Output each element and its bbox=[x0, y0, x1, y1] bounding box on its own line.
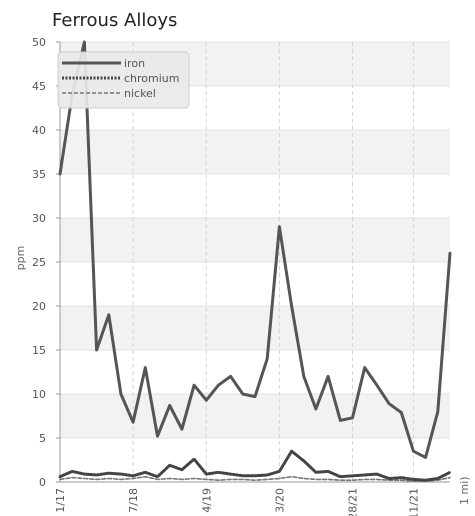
y-axis: 0 5 10 15 20 25 30 35 40 45 50 bbox=[32, 36, 61, 489]
grid-band bbox=[60, 174, 450, 218]
y-tick-label: 30 bbox=[32, 212, 46, 225]
y-tick-label: 20 bbox=[32, 300, 46, 313]
y-tick-label: 25 bbox=[32, 256, 46, 269]
legend-label-nickel: nickel bbox=[124, 87, 156, 100]
series-line-nickel bbox=[59, 475, 451, 482]
legend: iron chromium nickel bbox=[57, 51, 190, 109]
grid-band bbox=[60, 350, 450, 394]
grid-band bbox=[60, 394, 450, 438]
x-tick-label: 4/19 bbox=[200, 488, 213, 513]
y-tick-label: 50 bbox=[32, 36, 46, 49]
y-tick-label: 15 bbox=[32, 344, 46, 357]
y-tick-label: 5 bbox=[39, 432, 46, 445]
grid-band bbox=[60, 262, 450, 306]
legend-label-chromium: chromium bbox=[124, 72, 180, 85]
y-tick-label: 45 bbox=[32, 80, 46, 93]
y-tick-label: 35 bbox=[32, 168, 46, 181]
legend-label-iron: iron bbox=[124, 57, 145, 70]
series-line-chromium bbox=[58, 449, 452, 482]
y-axis-label: ppm bbox=[14, 246, 27, 271]
grid-band bbox=[60, 218, 450, 262]
x-tick-label: 11/21 bbox=[407, 488, 420, 516]
x-tick-label: 3/20 bbox=[273, 488, 286, 513]
legend-box bbox=[57, 51, 190, 109]
y-tick-label: 40 bbox=[32, 124, 46, 137]
y-tick-label: 10 bbox=[32, 388, 46, 401]
grid-band bbox=[60, 130, 450, 174]
x-tick-label: 28/21 bbox=[347, 488, 360, 516]
grid-band bbox=[60, 306, 450, 350]
x-axis-label-partial: 1 mi) bbox=[458, 476, 471, 505]
series-line-iron bbox=[58, 40, 452, 459]
x-tick-label: 1/17 bbox=[54, 488, 67, 513]
y-tick-label: 0 bbox=[39, 476, 46, 489]
series-lines bbox=[58, 40, 452, 482]
x-tick-label: 7/18 bbox=[127, 488, 140, 513]
chart-title: Ferrous Alloys bbox=[52, 10, 177, 31]
